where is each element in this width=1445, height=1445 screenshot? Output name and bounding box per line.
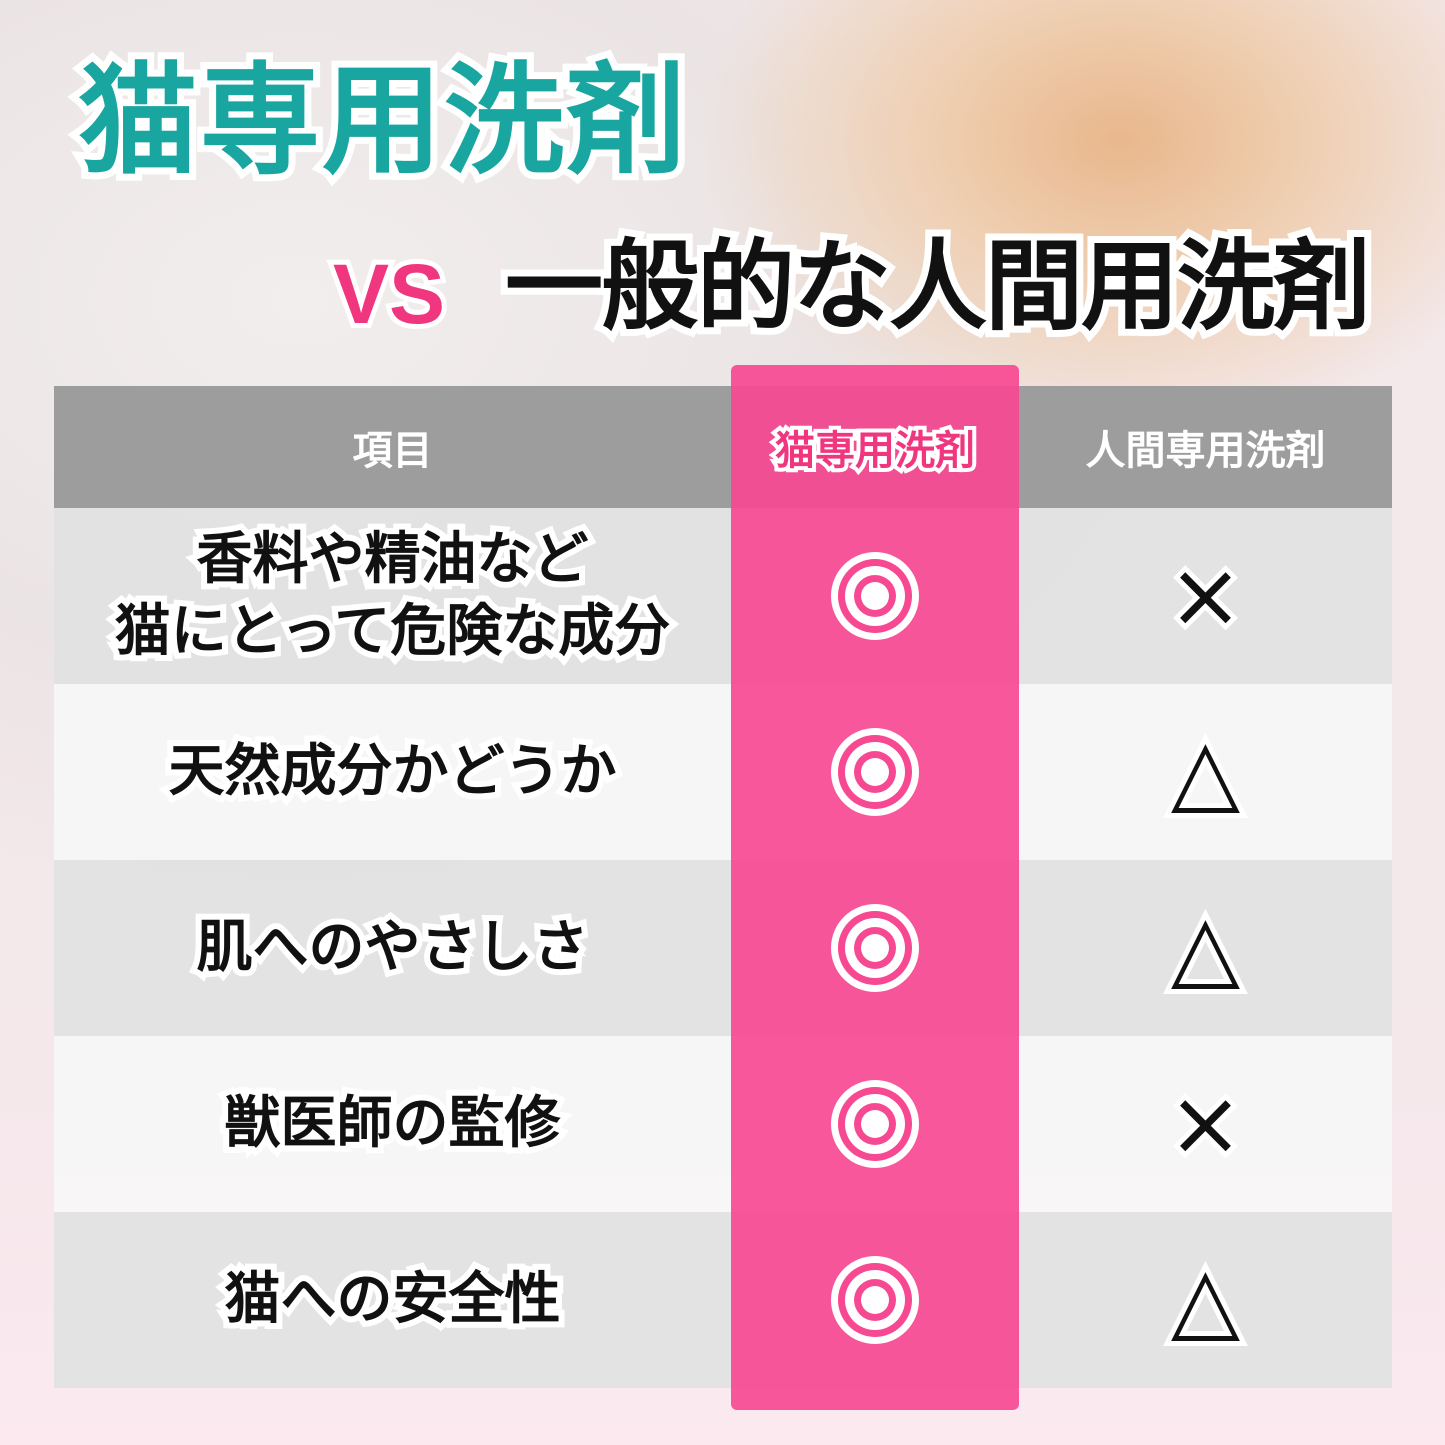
double-circle-icon [831, 1256, 919, 1344]
row-item-label: 猫への安全性 [219, 1261, 567, 1338]
header-cat: 猫専用洗剤 [771, 424, 979, 478]
double-circle-icon [831, 552, 919, 640]
table-body: 香料や精油など 猫にとって危険な成分 × 天然成分かどうか △ 肌へのやさしさ △ 獣医師の… [54, 508, 1392, 1388]
row-cat-cell [731, 1212, 1019, 1388]
table-row: 香料や精油など 猫にとって危険な成分 × [54, 508, 1392, 684]
cross-icon: × [1163, 1071, 1248, 1176]
row-human-cell: × [1019, 508, 1392, 684]
row-human-cell: △ [1019, 684, 1392, 860]
subtitle: 一般的な人間用洗剤 [498, 230, 1378, 344]
triangle-icon: △ [1166, 895, 1245, 1000]
row-item-cell: 猫への安全性 [54, 1212, 731, 1388]
highlight-column [731, 365, 1019, 1410]
row-item-cell: 獣医師の監修 [54, 1036, 731, 1212]
table-row: 天然成分かどうか △ [54, 684, 1392, 860]
triangle-icon: △ [1166, 1247, 1245, 1352]
row-cat-cell [731, 684, 1019, 860]
row-item-cell: 肌へのやさしさ [54, 860, 731, 1036]
row-item-cell: 香料や精油など 猫にとって危険な成分 [54, 508, 731, 684]
row-human-cell: × [1019, 1036, 1392, 1212]
vs-label: VS [328, 247, 450, 341]
row-cat-cell [731, 860, 1019, 1036]
row-item-label: 天然成分かどうか [163, 733, 623, 810]
double-circle-icon [831, 1080, 919, 1168]
header-item: 項目 [352, 428, 433, 474]
row-cat-cell [731, 508, 1019, 684]
triangle-icon: △ [1166, 719, 1245, 824]
table-row: 肌へのやさしさ △ [54, 860, 1392, 1036]
table-row: 猫への安全性 △ [54, 1212, 1392, 1388]
row-item-label: 肌へのやさしさ [191, 909, 595, 986]
row-item-label: 獣医師の監修 [219, 1085, 567, 1162]
table-row: 獣医師の監修 × [54, 1036, 1392, 1212]
title: 猫専用洗剤 [71, 52, 693, 191]
row-cat-cell [731, 1036, 1019, 1212]
cross-icon: × [1163, 543, 1248, 648]
row-human-cell: △ [1019, 1212, 1392, 1388]
row-human-cell: △ [1019, 860, 1392, 1036]
header-human: 人間専用洗剤 [1085, 428, 1326, 474]
double-circle-icon [831, 904, 919, 992]
highlight-column-content: 猫専用洗剤 [731, 386, 1019, 1388]
double-circle-icon [831, 728, 919, 816]
row-item-label: 香料や精油など 猫にとって危険な成分 [109, 521, 677, 670]
comparison-table: 項目 人間専用洗剤 香料や精油など 猫にとって危険な成分 × 天然成分かどうか △ 肌へ… [54, 386, 1392, 1388]
table-header: 項目 人間専用洗剤 [54, 386, 1392, 508]
row-item-cell: 天然成分かどうか [54, 684, 731, 860]
